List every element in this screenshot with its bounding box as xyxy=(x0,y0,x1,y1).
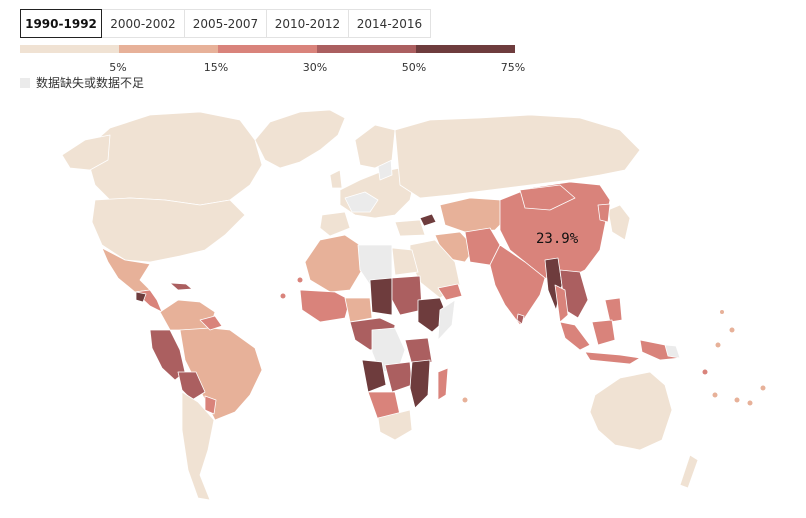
region-uk[interactable] xyxy=(329,169,343,189)
region-paraguay[interactable] xyxy=(204,395,217,415)
region-chad-niger[interactable] xyxy=(369,277,393,316)
region-russia[interactable] xyxy=(394,114,641,199)
region-philippines[interactable] xyxy=(604,297,623,323)
legend-tick-30: 30% xyxy=(302,61,328,74)
china-value-label: 23.9% xyxy=(536,231,579,247)
region-guatemala[interactable] xyxy=(135,291,147,303)
region-southern-africa[interactable] xyxy=(377,409,413,441)
region-alaska[interactable] xyxy=(61,134,111,171)
island-pacific-2[interactable] xyxy=(715,342,721,348)
legend-tick-75: 75% xyxy=(500,61,526,74)
region-sudan[interactable] xyxy=(391,275,423,316)
legend-swatch-1 xyxy=(20,45,119,53)
region-scandinavia[interactable] xyxy=(354,124,396,169)
region-iberia[interactable] xyxy=(319,211,351,237)
region-central-europe-nodata[interactable] xyxy=(344,191,379,213)
region-central-asia[interactable] xyxy=(439,197,511,233)
island-pacific-7[interactable] xyxy=(760,385,766,391)
island-states xyxy=(280,277,766,406)
region-argentina-chile[interactable] xyxy=(181,391,215,501)
island-pacific-5[interactable] xyxy=(734,397,740,403)
island-pacific-6[interactable] xyxy=(747,400,753,406)
region-india[interactable] xyxy=(489,244,546,326)
legend-tick-5: 5% xyxy=(109,61,127,74)
region-bolivia[interactable] xyxy=(177,371,206,401)
region-egypt[interactable] xyxy=(391,247,419,276)
region-mongolia[interactable] xyxy=(519,184,576,211)
legend-tick-50: 50% xyxy=(401,61,427,74)
region-indonesia-borneo[interactable] xyxy=(591,319,616,346)
region-usa[interactable] xyxy=(91,197,246,263)
region-guianas[interactable] xyxy=(199,315,223,331)
region-caribbean[interactable] xyxy=(169,282,193,291)
region-turkey[interactable] xyxy=(394,219,426,237)
region-north-korea[interactable] xyxy=(597,203,611,223)
region-png-nodata[interactable] xyxy=(664,344,681,359)
island-pacific-4[interactable] xyxy=(712,392,718,398)
legend-ticks: 5% 15% 30% 50% 75% xyxy=(0,61,806,75)
region-somalia[interactable] xyxy=(437,299,456,341)
region-sri-lanka[interactable] xyxy=(516,313,525,325)
tab-1990-1992[interactable]: 1990-1992 xyxy=(20,9,102,38)
region-korea-japan[interactable] xyxy=(607,204,631,241)
region-caucasus[interactable] xyxy=(419,213,437,227)
island-atlantic[interactable] xyxy=(280,293,286,299)
tab-2014-2016[interactable]: 2014-2016 xyxy=(349,9,431,38)
island-cape-verde[interactable] xyxy=(297,277,303,283)
legend-swatch-3 xyxy=(218,45,317,53)
island-mauritius[interactable] xyxy=(462,397,468,403)
region-angola[interactable] xyxy=(361,359,387,393)
legend-swatch-5 xyxy=(416,45,515,53)
tab-2000-2002[interactable]: 2000-2002 xyxy=(102,9,185,38)
region-mozambique[interactable] xyxy=(409,359,431,409)
island-pacific-8[interactable] xyxy=(720,310,724,314)
region-zambia[interactable] xyxy=(384,361,413,393)
tab-2010-2012[interactable]: 2010-2012 xyxy=(267,9,349,38)
legend-no-data: 数据缺失或数据不足 xyxy=(20,74,144,91)
no-data-swatch xyxy=(20,77,30,88)
island-pacific-1[interactable] xyxy=(729,327,735,333)
region-yemen[interactable] xyxy=(437,283,463,301)
island-pacific-3[interactable] xyxy=(702,369,708,375)
legend-color-scale xyxy=(20,45,515,53)
legend-swatch-4 xyxy=(317,45,416,53)
region-greenland[interactable] xyxy=(254,109,346,169)
period-tabs: 1990-1992 2000-2002 2005-2007 2010-2012 … xyxy=(20,9,431,38)
region-australia[interactable] xyxy=(589,371,673,451)
no-data-label: 数据缺失或数据不足 xyxy=(36,76,145,90)
legend-swatch-2 xyxy=(119,45,218,53)
region-tanzania[interactable] xyxy=(404,337,433,366)
tab-2005-2007[interactable]: 2005-2007 xyxy=(185,9,267,38)
region-west-africa[interactable] xyxy=(299,289,351,323)
region-nigeria[interactable] xyxy=(344,297,373,323)
region-new-zealand[interactable] xyxy=(679,454,699,489)
region-north-africa-west[interactable] xyxy=(304,234,363,293)
region-thailand[interactable] xyxy=(554,284,569,323)
region-indonesia-sumatra[interactable] xyxy=(559,321,591,351)
region-indonesia-java[interactable] xyxy=(584,351,641,365)
region-canada[interactable] xyxy=(84,111,263,206)
region-madagascar[interactable] xyxy=(437,367,449,401)
legend-tick-15: 15% xyxy=(203,61,229,74)
